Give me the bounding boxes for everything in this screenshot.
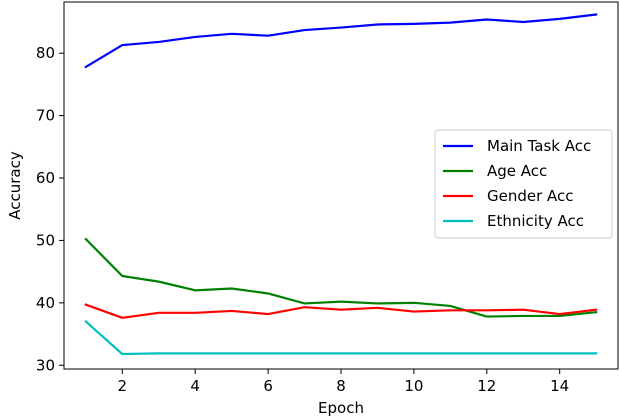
series-line-0 [84, 13, 598, 69]
legend: Main Task Acc Age Acc Gender Acc Ethnicity … [434, 129, 613, 239]
legend-label: Age Acc [487, 162, 547, 180]
y-tick-label: 30 [36, 356, 55, 374]
series-line-1 [84, 237, 598, 318]
x-tick-label: 12 [477, 377, 496, 395]
y-tick-label: 60 [36, 169, 55, 187]
plot-area: 2 4 6 8 10 12 14 30 40 50 60 70 80 [36, 1, 619, 395]
y-tick-label: 40 [36, 294, 55, 312]
x-tick-label: 4 [190, 377, 200, 395]
series-line-3 [84, 320, 598, 356]
y-axis-label: Accuracy [6, 151, 24, 220]
legend-label: Gender Acc [487, 187, 574, 205]
x-tick-label: 10 [404, 377, 423, 395]
y-tick-label: 80 [36, 44, 55, 62]
legend-label: Ethnicity Acc [487, 212, 584, 230]
y-tick-label: 70 [36, 107, 55, 125]
series-line-2 [84, 303, 598, 319]
x-tick-label: 2 [118, 377, 128, 395]
legend-label: Main Task Acc [487, 137, 591, 155]
y-tick-label: 50 [36, 231, 55, 249]
x-tick-label: 6 [263, 377, 273, 395]
x-tick-label: 8 [336, 377, 346, 395]
x-axis-label: Epoch [318, 399, 364, 417]
legend-box [434, 129, 613, 239]
x-tick-label: 14 [550, 377, 569, 395]
